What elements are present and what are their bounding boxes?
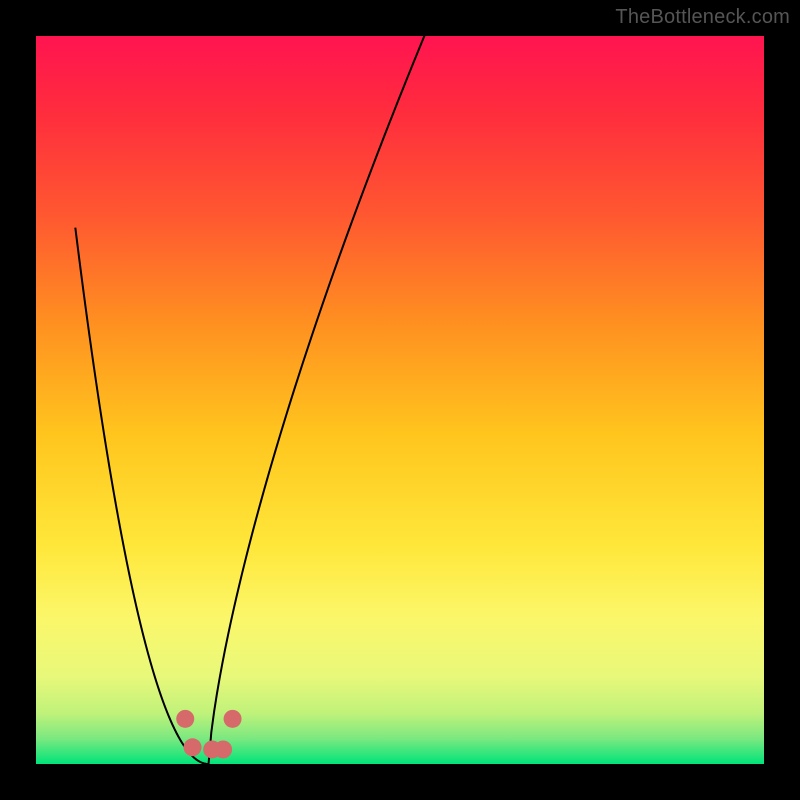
chart-background	[36, 36, 764, 764]
data-dot	[184, 738, 202, 756]
data-dot	[214, 740, 232, 758]
watermark-text: TheBottleneck.com	[615, 6, 790, 29]
chart-frame: TheBottleneck.com	[0, 0, 800, 800]
chart-svg	[36, 36, 764, 764]
plot-area	[36, 36, 764, 764]
data-dot	[176, 710, 194, 728]
data-dot	[224, 710, 242, 728]
